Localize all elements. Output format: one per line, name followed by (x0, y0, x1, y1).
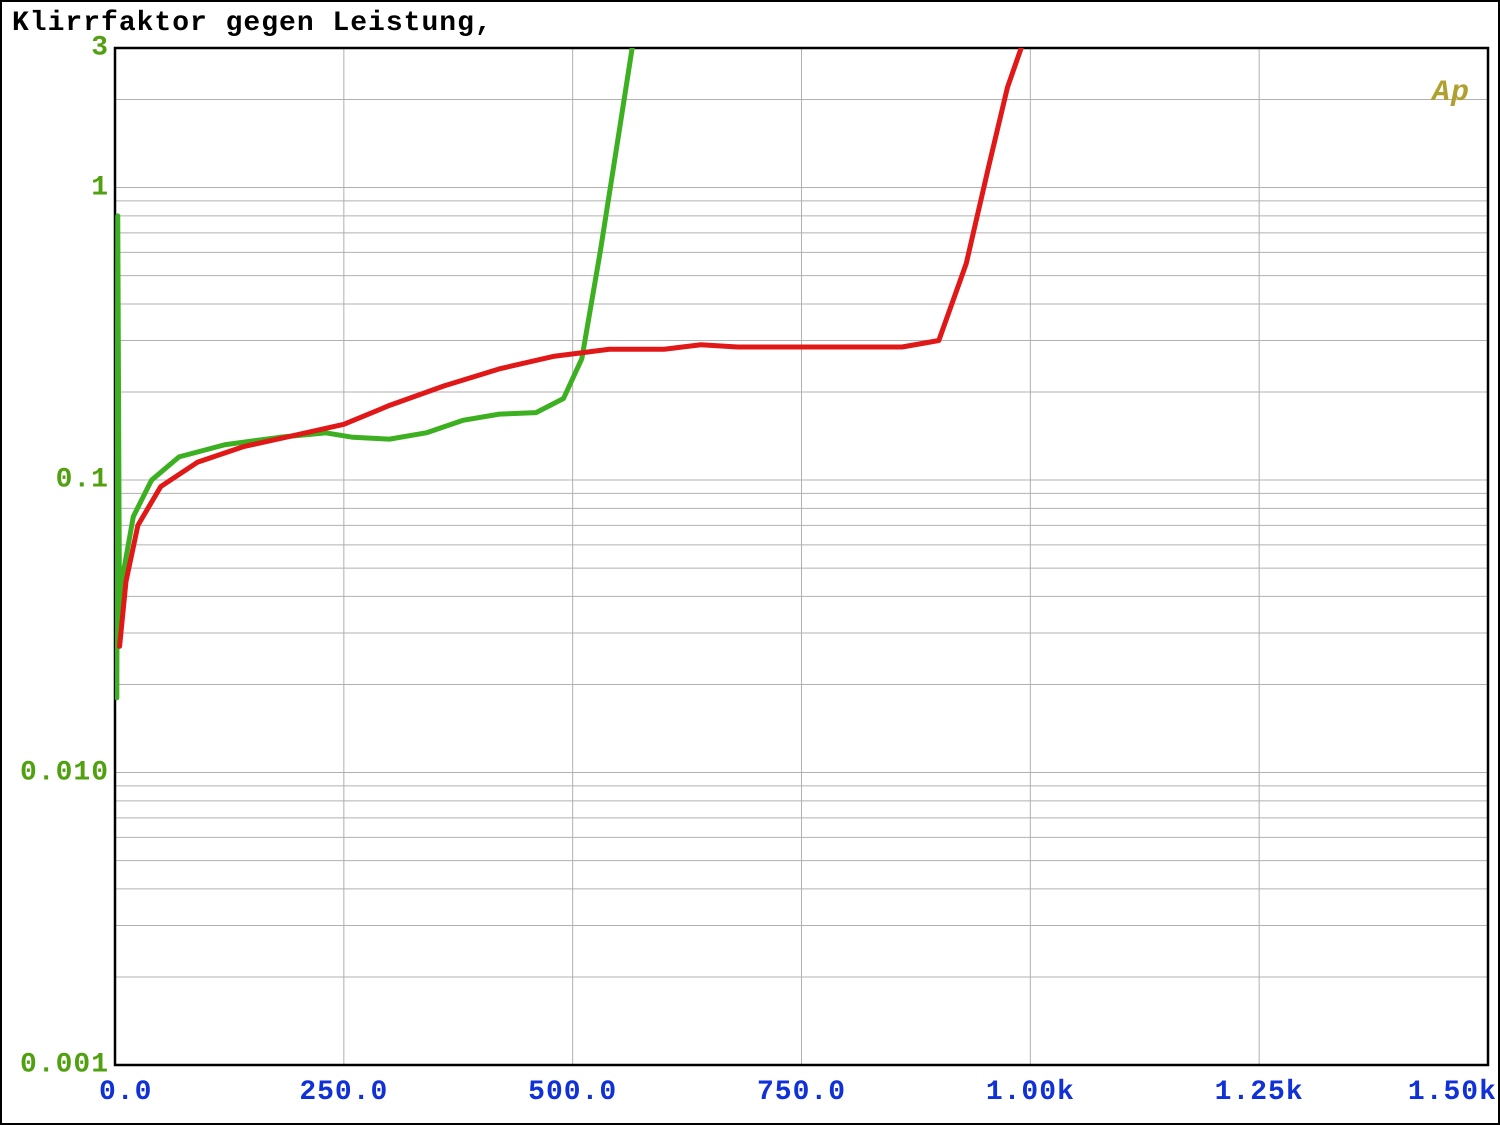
chart-svg (0, 0, 1500, 1125)
x-tick-label: 750.0 (757, 1077, 846, 1108)
red-series (120, 48, 1022, 646)
y-tick-label: 1 (91, 172, 109, 203)
x-tick-label: 0.0 (99, 1077, 152, 1108)
y-tick-label: 0.001 (20, 1050, 109, 1081)
chart-container: Klirrfaktor gegen Leistung, 0.0250.0500.… (0, 0, 1500, 1125)
watermark-label: Ap (1432, 76, 1470, 110)
green-series (117, 48, 632, 698)
x-tick-label: 1.25k (1215, 1077, 1304, 1108)
y-tick-label: 0.1 (56, 465, 109, 496)
x-tick-label: 1.00k (986, 1077, 1075, 1108)
x-tick-label: 500.0 (528, 1077, 617, 1108)
y-tick-label: 0.010 (20, 757, 109, 788)
y-tick-label: 3 (91, 33, 109, 64)
x-tick-label: 250.0 (299, 1077, 388, 1108)
x-tick-label: 1.50k (1408, 1077, 1497, 1108)
